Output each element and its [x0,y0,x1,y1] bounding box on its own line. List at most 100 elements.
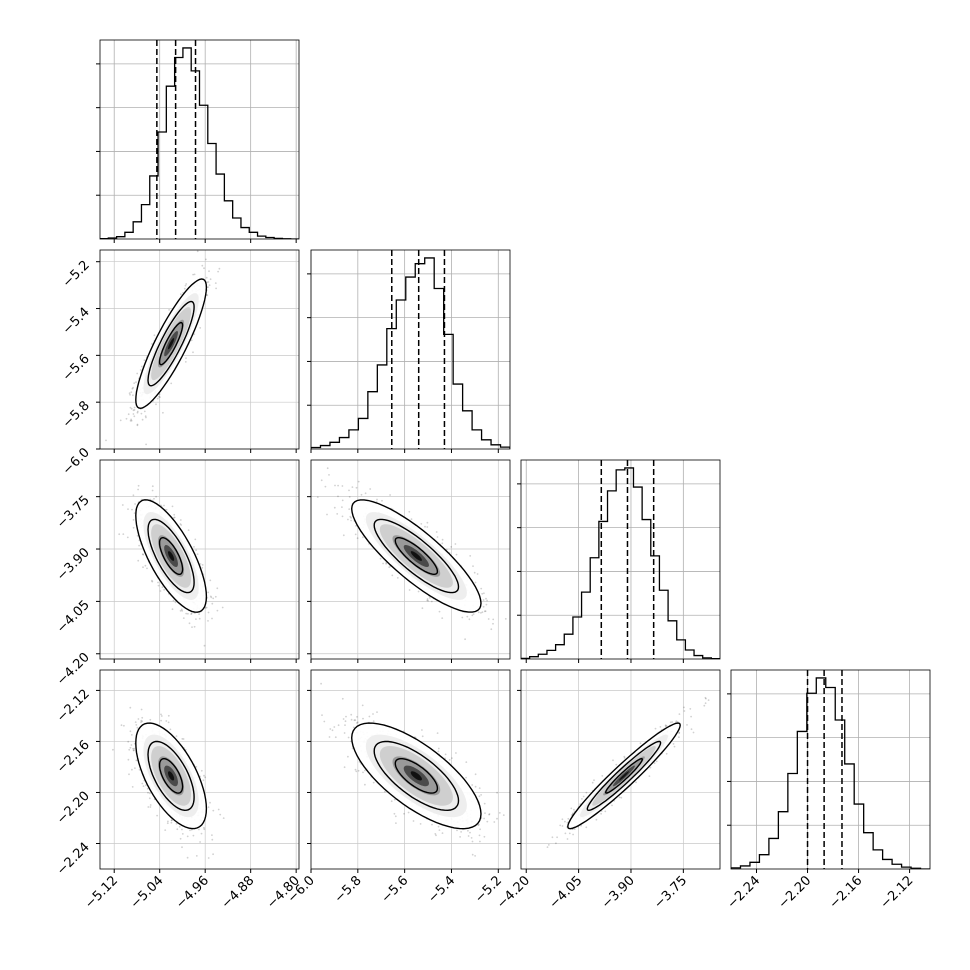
panel-frame [99,669,300,870]
sample-point [194,538,197,541]
sample-point [209,595,212,598]
sample-point [326,513,328,516]
sample-point [203,826,205,829]
sample-point [133,409,136,411]
histogram-panel-3 [517,459,721,663]
sample-point [179,523,182,525]
sample-point [350,718,353,721]
sample-point [487,618,490,620]
sample-point [170,382,173,385]
sample-point [134,721,137,723]
contour-line-2 [147,518,195,594]
sample-point [186,856,189,859]
sample-point [212,853,215,856]
sample-point [190,339,193,342]
sample-point [222,817,225,819]
sample-point [201,264,204,267]
sample-point [129,419,132,422]
sample-point [334,484,336,487]
sample-point [190,612,193,615]
sample-point [207,591,210,594]
sample-point [157,584,160,587]
sample-point [168,309,171,311]
sample-point [356,721,359,724]
sample-point [180,524,183,526]
sample-point [204,607,207,609]
sample-point [125,417,128,420]
sample-point [393,798,396,801]
sample-point [132,394,134,397]
sample-point [369,488,372,490]
sample-point [408,589,411,591]
sample-point [465,761,468,763]
panel-frame [310,249,511,450]
sample-point [130,734,133,736]
sample-point [464,638,466,641]
sample-point [195,618,197,620]
sample-point [357,769,360,772]
sample-point [354,533,357,536]
sample-point [181,738,184,740]
sample-point [143,359,146,362]
sample-point [350,519,352,522]
sample-point [135,724,138,726]
sample-point [146,787,149,790]
sample-point [441,617,444,619]
sample-point [469,555,472,557]
sample-point [137,488,140,491]
sample-point [435,531,438,533]
density-level-6 [168,771,175,781]
sample-point [342,534,345,537]
sample-point [174,601,177,604]
panel-frame [99,39,300,240]
sample-point [192,834,195,837]
sample-point [429,597,431,599]
sample-point [376,498,378,501]
sample-point [189,829,191,832]
sample-point [195,549,198,552]
sample-point [172,517,175,519]
sample-point [333,506,336,509]
sample-point [337,724,340,727]
contour-line-2 [147,740,195,812]
sample-point [203,644,206,647]
sample-point [129,393,131,396]
sample-point [149,804,152,806]
sample-point [215,287,218,290]
sample-point [140,721,142,724]
sample-point [207,857,210,859]
sample-point [202,779,205,782]
sample-point [192,273,195,276]
sample-point [132,749,135,752]
sample-point [490,628,493,631]
sample-point [165,720,168,722]
sample-point [137,559,140,562]
sample-point [159,396,161,399]
sample-point [149,792,151,795]
sample-point [426,599,429,602]
sample-point [341,499,344,502]
sample-point [163,588,166,591]
histogram-step [311,257,510,449]
sample-point [137,484,140,487]
panel-frame [99,249,300,450]
sample-point [127,740,130,743]
sample-point [180,293,182,296]
sample-point [444,753,447,756]
sample-point [482,599,485,601]
sample-point [455,752,457,754]
contour-line-3 [158,537,184,575]
sample-point [206,294,209,297]
sample-point [364,492,367,495]
sample-point [181,846,183,849]
sample-point [478,823,480,826]
sample-point [185,283,188,285]
contour-line-3 [158,321,184,366]
scatter-panel-1-2 [96,249,300,453]
sample-point [473,571,476,574]
sample-point [474,581,477,584]
sample-point [323,720,326,723]
sample-point [129,746,132,749]
sample-point [179,837,182,840]
